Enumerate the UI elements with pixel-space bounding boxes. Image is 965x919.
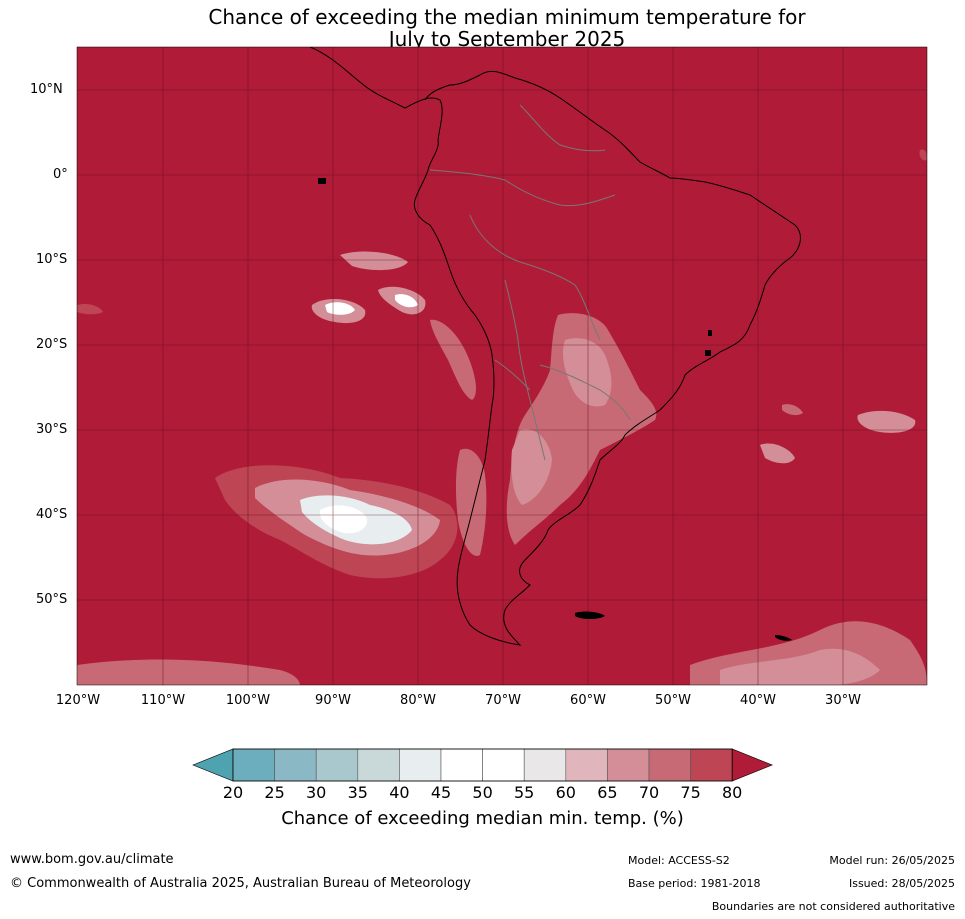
- footer-disclaimer: Boundaries are not considered authoritat…: [711, 900, 955, 913]
- colorbar-segment: [565, 748, 608, 782]
- footer-base-period: Base period: 1981-2018: [628, 877, 761, 890]
- colorbar-segment: [357, 748, 400, 782]
- colorbar-extend-high: [731, 748, 774, 782]
- lon-label-30w: 30°W: [825, 693, 861, 708]
- colorbar-segment: [523, 748, 567, 782]
- colorbar-segment: [399, 748, 442, 782]
- footer-model-run: Model run: 26/05/2025: [829, 854, 955, 867]
- lon-label-60w: 60°W: [570, 693, 606, 708]
- colorbar-tick-label: 55: [514, 783, 535, 802]
- colorbar-segment: [648, 748, 691, 782]
- colorbar-tick-label: 30: [306, 783, 327, 802]
- colorbar-tick-label: 25: [264, 783, 285, 802]
- map-title-line2: July to September 2025: [388, 27, 626, 51]
- lat-label-0: 0°: [53, 167, 68, 182]
- patch-pacific-40s-core: [319, 505, 368, 534]
- patch-pacific-14s-core: [395, 294, 418, 308]
- footer-website[interactable]: www.bom.gov.au/climate: [10, 852, 174, 867]
- country-boundaries: [429, 104, 631, 461]
- patch-pacific-10s: [340, 251, 408, 271]
- colorbar-segment: [690, 748, 733, 782]
- patch-south-east-mid: [720, 648, 880, 685]
- colorbar-segment: [482, 748, 525, 782]
- colorbar-tick-label: 35: [347, 783, 368, 802]
- lon-label-120w: 120°W: [55, 693, 101, 708]
- colorbar-tick-label: 65: [597, 783, 618, 802]
- colorbar-tick-label: 40: [389, 783, 410, 802]
- colorbar-tick-label: 80: [722, 783, 743, 802]
- lon-label-110w: 110°W: [140, 693, 186, 708]
- colorbar-tick-label: 75: [680, 783, 701, 802]
- colorbar-tick-label: 20: [222, 783, 244, 802]
- footer-model: Model: ACCESS-S2: [628, 854, 730, 867]
- colorbar-segment: [315, 748, 359, 782]
- lon-label-70w: 70°W: [485, 693, 521, 708]
- lat-label-10n: 10°N: [30, 82, 63, 97]
- colorbar-label: Chance of exceeding median min. temp. (%…: [281, 808, 684, 829]
- lon-label-100w: 100°W: [225, 693, 271, 708]
- colorbar-segment: [440, 748, 483, 782]
- colorbar-tick-label: 45: [430, 783, 452, 802]
- patch-chile-coast: [430, 319, 476, 400]
- patch-tropical-west: [77, 303, 103, 315]
- colorbar-tick-label: 70: [638, 783, 660, 802]
- map-background: [77, 47, 927, 685]
- lat-label-30s: 30°S: [36, 422, 68, 437]
- patch-equator-east: [919, 149, 927, 161]
- colorbar-tick-label: 50: [472, 783, 493, 802]
- map-title-line1: Chance of exceeding the median minimum t…: [208, 5, 806, 29]
- colorbar-tick-label: 60: [555, 783, 576, 802]
- lat-label-20s: 20°S: [36, 337, 68, 352]
- patch-pacific-15s-core: [325, 302, 355, 315]
- lon-label-80w: 80°W: [400, 693, 436, 708]
- patch-atlantic-27s: [782, 404, 803, 416]
- islands: [318, 178, 792, 641]
- lat-label-40s: 40°S: [36, 507, 68, 522]
- lon-label-50w: 50°W: [655, 693, 691, 708]
- patch-patagonia: [455, 448, 487, 556]
- colorbar-segment: [607, 748, 650, 782]
- lat-label-10s: 10°S: [36, 252, 68, 267]
- lon-label-90w: 90°W: [315, 693, 351, 708]
- colorbar-segment: [232, 748, 275, 782]
- south-america-coastline: [309, 47, 801, 646]
- colorbar-segment: [274, 748, 317, 782]
- colorbar-extend-low: [192, 748, 234, 782]
- patch-atlantic-30s: [857, 410, 916, 433]
- footer-copyright: © Commonwealth of Australia 2025, Austra…: [10, 876, 471, 891]
- probability-patches: [77, 149, 927, 685]
- footer-issued: Issued: 28/05/2025: [848, 877, 955, 890]
- patch-atlantic-32s: [760, 443, 795, 464]
- colorbar-graphic: [192, 748, 774, 782]
- patch-south-band: [77, 659, 300, 685]
- patch-paraguay: [506, 313, 657, 545]
- lon-label-40w: 40°W: [740, 693, 776, 708]
- lat-label-50s: 50°S: [36, 592, 68, 607]
